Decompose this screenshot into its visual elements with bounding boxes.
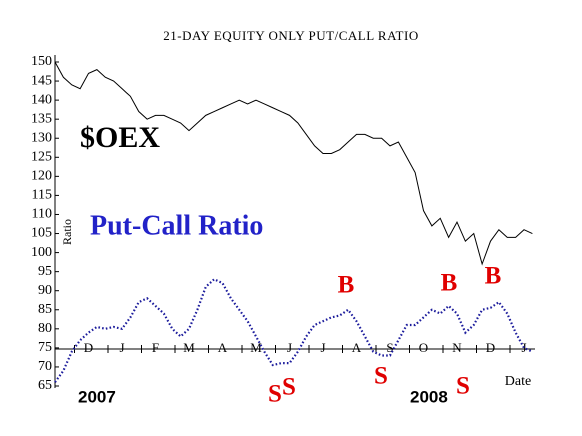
x-tick-label: A xyxy=(218,340,228,355)
y-tick-label: 80 xyxy=(38,321,52,336)
y-tick-label: 120 xyxy=(31,169,52,184)
x-tick-label: J xyxy=(119,340,124,355)
signal-label: S xyxy=(282,374,296,401)
x-tick-label: S xyxy=(386,340,393,355)
y-tick-label: 135 xyxy=(31,111,52,126)
signal-label: B xyxy=(338,272,355,299)
y-tick-label: 140 xyxy=(31,92,52,107)
y-tick-label: 110 xyxy=(32,207,52,222)
year-label: 2008 xyxy=(410,387,448,406)
y-tick-label: 85 xyxy=(38,302,52,317)
signal-label: B xyxy=(441,270,458,297)
y-tick-label: 130 xyxy=(31,130,52,145)
x-tick-label: F xyxy=(152,340,159,355)
series-label: Put-Call Ratio xyxy=(90,210,263,241)
y-axis-label: Ratio xyxy=(60,219,74,245)
y-tick-label: 70 xyxy=(38,359,52,374)
y-tick-label: 65 xyxy=(38,378,52,393)
x-axis-label: Date xyxy=(505,374,531,389)
chart-title: 21-DAY EQUITY ONLY PUT/CALL RATIO xyxy=(163,28,418,43)
series-label: $OEX xyxy=(80,121,160,154)
x-tick-label: J xyxy=(287,340,292,355)
y-tick-label: 90 xyxy=(38,283,52,298)
y-tick-label: 145 xyxy=(31,73,52,88)
x-tick-label: M xyxy=(250,340,262,355)
x-tick-label: A xyxy=(352,340,362,355)
x-tick-label: M xyxy=(183,340,195,355)
x-tick-label: D xyxy=(486,340,495,355)
x-tick-label: J xyxy=(320,340,325,355)
series-line xyxy=(54,61,533,266)
signal-label: S xyxy=(456,373,470,400)
series-line xyxy=(54,277,533,383)
year-label: 2007 xyxy=(78,387,116,406)
x-tick-label: D xyxy=(84,340,93,355)
y-tick-label: 125 xyxy=(31,150,52,165)
signal-label: B xyxy=(485,263,502,290)
y-tick-label: 150 xyxy=(31,54,52,69)
y-tick-label: 100 xyxy=(31,245,52,260)
y-tick-label: 105 xyxy=(31,226,52,241)
signal-label: S xyxy=(374,363,388,390)
signal-label: S xyxy=(268,381,282,408)
y-tick-label: 115 xyxy=(32,188,52,203)
x-tick-label: O xyxy=(419,340,428,355)
y-tick-label: 95 xyxy=(38,264,52,279)
x-tick-label: N xyxy=(452,340,462,355)
y-tick-label: 75 xyxy=(38,340,52,355)
